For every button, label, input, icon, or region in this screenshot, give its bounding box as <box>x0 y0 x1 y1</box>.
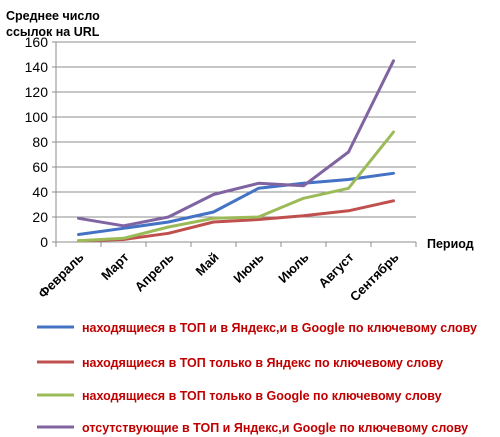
x-tick-label: Март <box>98 250 131 283</box>
y-axis-title: Среднее число ссылок на URL <box>6 9 100 39</box>
legend-label-2: находящиеся в ТОП только в Яндекс по клю… <box>82 356 443 370</box>
legend: находящиеся в ТОП и в Яндекс,и в Google … <box>37 321 477 435</box>
series-line-3 <box>77 130 395 243</box>
y-tick-label: 0 <box>40 234 48 250</box>
series-line-2 <box>77 199 395 243</box>
y-axis-title-line-1: Среднее число <box>6 9 100 23</box>
y-tick-label: 60 <box>32 159 48 175</box>
series-lines <box>77 59 395 243</box>
y-tick-label: 80 <box>32 134 48 150</box>
x-tick-label: Август <box>315 250 356 291</box>
x-tick-label: Июнь <box>230 250 266 286</box>
legend-label-1: находящиеся в ТОП и в Яндекс,и в Google … <box>82 321 477 335</box>
legend-label-4: отсутствующие в ТОП и Яндекс,и Google по… <box>82 421 468 435</box>
x-tick-label: Апрель <box>132 250 177 295</box>
x-axis-title: Период <box>427 237 474 251</box>
x-tick-labels: Февраль Март Апрель Май Июнь Июль АвгустСентяб… <box>35 250 401 305</box>
x-tick-label: Май <box>192 250 221 279</box>
y-tick-label: 20 <box>32 209 48 225</box>
x-tick-label: Июль <box>275 250 311 286</box>
axes <box>52 41 417 247</box>
series-line-1 <box>77 171 395 236</box>
x-tick-label: Сентябрь <box>347 250 402 305</box>
y-tick-labels: 0 20 40 60 80 100 120 140 160 <box>25 34 49 250</box>
gridlines <box>56 41 416 218</box>
y-tick-label: 160 <box>25 34 49 50</box>
y-tick-label: 140 <box>25 59 49 75</box>
y-tick-label: 120 <box>25 84 49 100</box>
y-tick-label: 40 <box>32 184 48 200</box>
y-axis-title-line-2: ссылок на URL <box>6 25 100 39</box>
series-line-4 <box>77 59 395 228</box>
y-tick-label: 100 <box>25 109 49 125</box>
legend-label-3: находящиеся в ТОП только в Google по клю… <box>82 389 442 403</box>
x-tick-label: Февраль <box>35 250 86 301</box>
